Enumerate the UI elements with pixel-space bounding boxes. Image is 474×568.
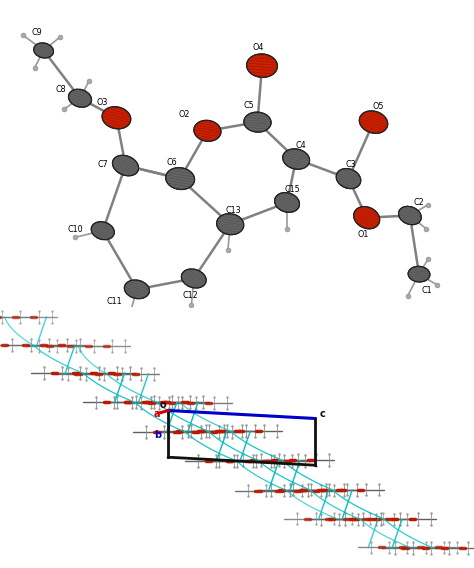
Text: C8: C8: [55, 85, 66, 94]
Text: C15: C15: [285, 185, 301, 194]
Text: O1: O1: [357, 229, 369, 239]
Text: C13: C13: [225, 206, 241, 215]
Ellipse shape: [354, 207, 380, 229]
Text: C10: C10: [68, 225, 83, 235]
Ellipse shape: [68, 89, 91, 107]
Ellipse shape: [399, 206, 421, 225]
Ellipse shape: [91, 222, 114, 240]
Ellipse shape: [194, 120, 221, 141]
Ellipse shape: [112, 155, 138, 176]
Ellipse shape: [182, 269, 206, 288]
Ellipse shape: [165, 168, 195, 190]
Text: C3: C3: [346, 160, 356, 169]
Text: b: b: [154, 430, 162, 440]
Text: O2: O2: [179, 110, 191, 119]
Text: O4: O4: [253, 43, 264, 52]
Text: C4: C4: [295, 141, 306, 149]
Ellipse shape: [217, 214, 244, 235]
Ellipse shape: [244, 112, 271, 132]
Ellipse shape: [246, 54, 277, 77]
Text: C11: C11: [106, 297, 122, 306]
Ellipse shape: [283, 149, 310, 169]
Ellipse shape: [34, 43, 54, 58]
Text: C5: C5: [244, 101, 255, 110]
Ellipse shape: [124, 280, 149, 299]
Text: C2: C2: [414, 198, 424, 207]
Text: C1: C1: [422, 286, 432, 295]
Text: O5: O5: [372, 102, 384, 111]
Text: C9: C9: [31, 28, 42, 37]
Text: C12: C12: [182, 291, 198, 300]
Text: c: c: [319, 410, 325, 420]
Ellipse shape: [359, 111, 388, 133]
Text: C6: C6: [167, 157, 177, 166]
Ellipse shape: [102, 107, 131, 129]
Ellipse shape: [336, 169, 361, 189]
Text: C7: C7: [97, 160, 108, 169]
Ellipse shape: [274, 193, 300, 212]
Text: a: a: [153, 410, 160, 420]
Text: O3: O3: [96, 98, 108, 107]
Text: o: o: [159, 400, 166, 410]
Ellipse shape: [408, 266, 430, 282]
